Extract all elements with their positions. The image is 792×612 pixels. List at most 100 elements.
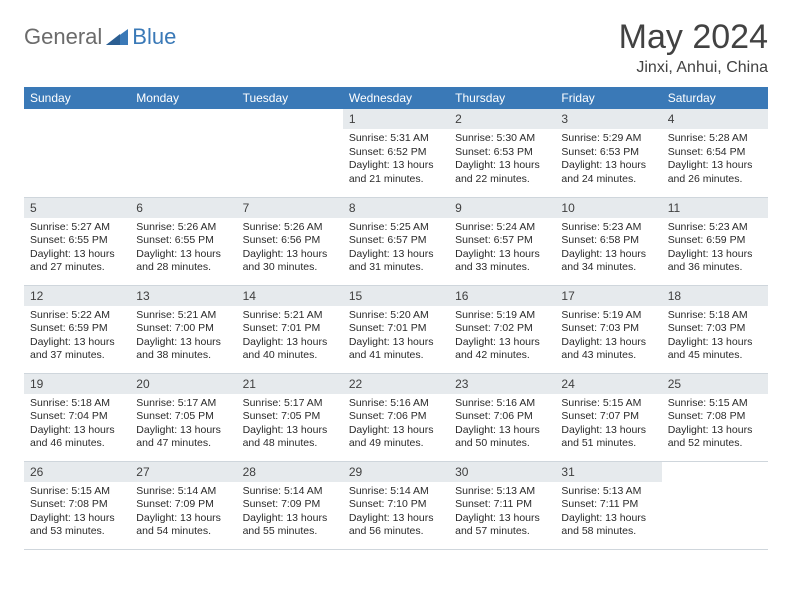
daylight-text: Daylight: 13 hours and 28 minutes.	[136, 248, 230, 275]
day-details: Sunrise: 5:23 AMSunset: 6:59 PMDaylight:…	[662, 218, 768, 280]
day-number: 17	[555, 286, 661, 306]
day-number: 27	[130, 462, 236, 482]
day-number: 21	[237, 374, 343, 394]
weekday-header: Saturday	[662, 87, 768, 109]
day-details: Sunrise: 5:18 AMSunset: 7:03 PMDaylight:…	[662, 306, 768, 368]
sunset-text: Sunset: 7:09 PM	[243, 498, 337, 512]
daylight-text: Daylight: 13 hours and 34 minutes.	[561, 248, 655, 275]
day-number: 29	[343, 462, 449, 482]
calendar-cell: 20Sunrise: 5:17 AMSunset: 7:05 PMDayligh…	[130, 373, 236, 461]
day-details: Sunrise: 5:19 AMSunset: 7:03 PMDaylight:…	[555, 306, 661, 368]
sunrise-text: Sunrise: 5:15 AM	[668, 397, 762, 411]
daylight-text: Daylight: 13 hours and 57 minutes.	[455, 512, 549, 539]
sunrise-text: Sunrise: 5:31 AM	[349, 132, 443, 146]
day-number: 25	[662, 374, 768, 394]
calendar-cell: 13Sunrise: 5:21 AMSunset: 7:00 PMDayligh…	[130, 285, 236, 373]
calendar-row: 19Sunrise: 5:18 AMSunset: 7:04 PMDayligh…	[24, 373, 768, 461]
day-number: 23	[449, 374, 555, 394]
daylight-text: Daylight: 13 hours and 33 minutes.	[455, 248, 549, 275]
daylight-text: Daylight: 13 hours and 36 minutes.	[668, 248, 762, 275]
sunrise-text: Sunrise: 5:23 AM	[561, 221, 655, 235]
daylight-text: Daylight: 13 hours and 56 minutes.	[349, 512, 443, 539]
calendar-cell: 19Sunrise: 5:18 AMSunset: 7:04 PMDayligh…	[24, 373, 130, 461]
weekday-header: Monday	[130, 87, 236, 109]
location-text: Jinxi, Anhui, China	[619, 59, 768, 77]
daylight-text: Daylight: 13 hours and 37 minutes.	[30, 336, 124, 363]
day-number: 3	[555, 109, 661, 129]
day-number: 2	[449, 109, 555, 129]
daylight-text: Daylight: 13 hours and 24 minutes.	[561, 159, 655, 186]
calendar-cell: 17Sunrise: 5:19 AMSunset: 7:03 PMDayligh…	[555, 285, 661, 373]
sunset-text: Sunset: 6:52 PM	[349, 146, 443, 160]
sunset-text: Sunset: 7:02 PM	[455, 322, 549, 336]
sunset-text: Sunset: 6:57 PM	[349, 234, 443, 248]
daylight-text: Daylight: 13 hours and 53 minutes.	[30, 512, 124, 539]
day-number: 11	[662, 198, 768, 218]
sunrise-text: Sunrise: 5:18 AM	[668, 309, 762, 323]
calendar-cell	[237, 109, 343, 197]
sunrise-text: Sunrise: 5:13 AM	[561, 485, 655, 499]
calendar-cell: 23Sunrise: 5:16 AMSunset: 7:06 PMDayligh…	[449, 373, 555, 461]
sunrise-text: Sunrise: 5:25 AM	[349, 221, 443, 235]
day-number: 22	[343, 374, 449, 394]
sunset-text: Sunset: 7:10 PM	[349, 498, 443, 512]
daylight-text: Daylight: 13 hours and 30 minutes.	[243, 248, 337, 275]
calendar-body: 1Sunrise: 5:31 AMSunset: 6:52 PMDaylight…	[24, 109, 768, 549]
sunrise-text: Sunrise: 5:17 AM	[243, 397, 337, 411]
logo-text-general: General	[24, 24, 102, 50]
sunset-text: Sunset: 7:01 PM	[243, 322, 337, 336]
sunrise-text: Sunrise: 5:23 AM	[668, 221, 762, 235]
sunrise-text: Sunrise: 5:17 AM	[136, 397, 230, 411]
sunset-text: Sunset: 7:08 PM	[668, 410, 762, 424]
day-number: 13	[130, 286, 236, 306]
logo: General Blue	[24, 18, 176, 50]
day-details: Sunrise: 5:13 AMSunset: 7:11 PMDaylight:…	[449, 482, 555, 544]
day-details: Sunrise: 5:31 AMSunset: 6:52 PMDaylight:…	[343, 129, 449, 191]
sunset-text: Sunset: 7:01 PM	[349, 322, 443, 336]
calendar-cell: 8Sunrise: 5:25 AMSunset: 6:57 PMDaylight…	[343, 197, 449, 285]
sunrise-text: Sunrise: 5:14 AM	[243, 485, 337, 499]
weekday-header-row: Sunday Monday Tuesday Wednesday Thursday…	[24, 87, 768, 109]
sunset-text: Sunset: 6:55 PM	[136, 234, 230, 248]
day-number: 9	[449, 198, 555, 218]
calendar-row: 12Sunrise: 5:22 AMSunset: 6:59 PMDayligh…	[24, 285, 768, 373]
logo-text-blue: Blue	[132, 24, 176, 50]
sunset-text: Sunset: 6:54 PM	[668, 146, 762, 160]
sunset-text: Sunset: 7:00 PM	[136, 322, 230, 336]
header: General Blue May 2024 Jinxi, Anhui, Chin…	[24, 18, 768, 77]
sunset-text: Sunset: 7:06 PM	[455, 410, 549, 424]
day-number: 8	[343, 198, 449, 218]
day-details: Sunrise: 5:19 AMSunset: 7:02 PMDaylight:…	[449, 306, 555, 368]
weekday-header: Friday	[555, 87, 661, 109]
daylight-text: Daylight: 13 hours and 31 minutes.	[349, 248, 443, 275]
day-number: 15	[343, 286, 449, 306]
sunset-text: Sunset: 7:09 PM	[136, 498, 230, 512]
sunset-text: Sunset: 7:06 PM	[349, 410, 443, 424]
day-details: Sunrise: 5:26 AMSunset: 6:56 PMDaylight:…	[237, 218, 343, 280]
day-number: 16	[449, 286, 555, 306]
sunset-text: Sunset: 7:03 PM	[561, 322, 655, 336]
sunset-text: Sunset: 6:55 PM	[30, 234, 124, 248]
calendar-cell: 11Sunrise: 5:23 AMSunset: 6:59 PMDayligh…	[662, 197, 768, 285]
sunset-text: Sunset: 7:03 PM	[668, 322, 762, 336]
day-details: Sunrise: 5:25 AMSunset: 6:57 PMDaylight:…	[343, 218, 449, 280]
day-details: Sunrise: 5:22 AMSunset: 6:59 PMDaylight:…	[24, 306, 130, 368]
sunrise-text: Sunrise: 5:21 AM	[243, 309, 337, 323]
sunrise-text: Sunrise: 5:13 AM	[455, 485, 549, 499]
day-details: Sunrise: 5:20 AMSunset: 7:01 PMDaylight:…	[343, 306, 449, 368]
daylight-text: Daylight: 13 hours and 43 minutes.	[561, 336, 655, 363]
daylight-text: Daylight: 13 hours and 47 minutes.	[136, 424, 230, 451]
calendar-cell: 31Sunrise: 5:13 AMSunset: 7:11 PMDayligh…	[555, 461, 661, 549]
calendar-cell: 16Sunrise: 5:19 AMSunset: 7:02 PMDayligh…	[449, 285, 555, 373]
calendar-cell: 30Sunrise: 5:13 AMSunset: 7:11 PMDayligh…	[449, 461, 555, 549]
day-number: 18	[662, 286, 768, 306]
daylight-text: Daylight: 13 hours and 26 minutes.	[668, 159, 762, 186]
calendar-cell: 24Sunrise: 5:15 AMSunset: 7:07 PMDayligh…	[555, 373, 661, 461]
sunset-text: Sunset: 7:11 PM	[455, 498, 549, 512]
daylight-text: Daylight: 13 hours and 41 minutes.	[349, 336, 443, 363]
calendar-cell: 14Sunrise: 5:21 AMSunset: 7:01 PMDayligh…	[237, 285, 343, 373]
sunset-text: Sunset: 6:59 PM	[668, 234, 762, 248]
page-title: May 2024	[619, 18, 768, 57]
daylight-text: Daylight: 13 hours and 48 minutes.	[243, 424, 337, 451]
daylight-text: Daylight: 13 hours and 38 minutes.	[136, 336, 230, 363]
